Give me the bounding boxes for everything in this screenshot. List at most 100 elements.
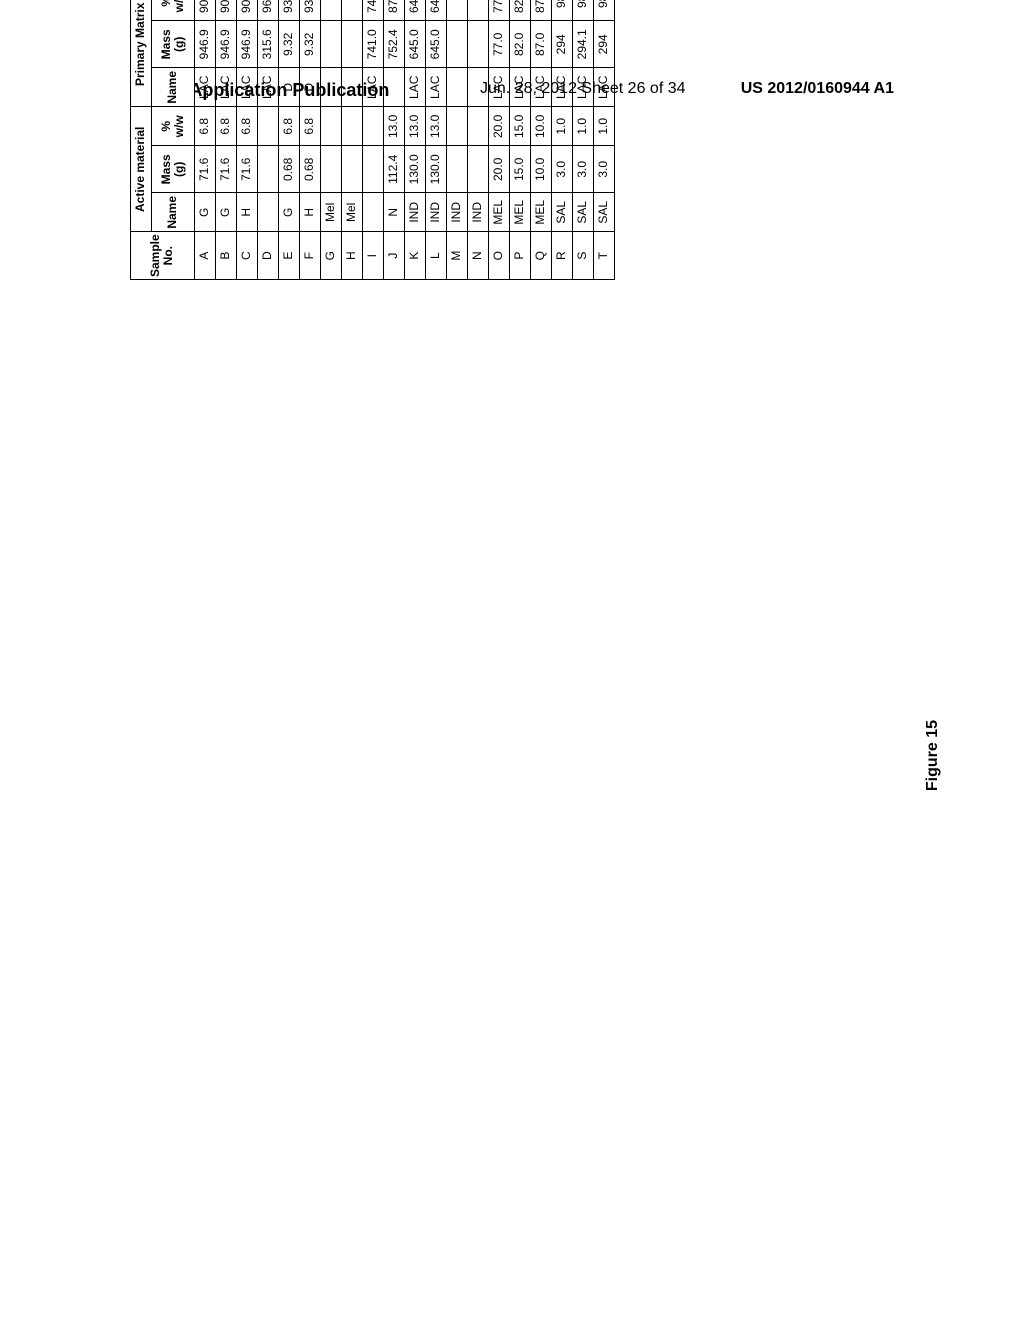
cell-pw: 93.2 xyxy=(299,0,320,21)
cell-pm: 294 xyxy=(551,21,572,68)
cell-aw xyxy=(467,107,488,146)
cell-am xyxy=(467,146,488,193)
cell-pm: 645.0 xyxy=(404,21,425,68)
cell-am: 3.0 xyxy=(551,146,572,193)
cell-am: 71.6 xyxy=(215,146,236,193)
cell-pm: 645.0 xyxy=(425,21,446,68)
cell-s: E xyxy=(278,232,299,280)
cell-pw: 64.5 xyxy=(425,0,446,21)
cell-an: MEL xyxy=(509,193,530,232)
group-primary-matrix: Primary Matrix xyxy=(131,0,152,107)
cell-pn: LAC xyxy=(488,68,509,107)
cell-an: G xyxy=(278,193,299,232)
cell-am xyxy=(257,146,278,193)
col-active-name: Name xyxy=(152,193,195,232)
cell-pw: 64.5 xyxy=(404,0,425,21)
col-active-ww: % w/w xyxy=(152,107,195,146)
cell-aw: 6.8 xyxy=(299,107,320,146)
cell-an: SAL xyxy=(593,193,614,232)
table-row: OMEL20.020.0LAC77.077.0S3.03.0200.245678… xyxy=(488,0,509,280)
cell-am xyxy=(446,146,467,193)
cell-aw: 13.0 xyxy=(404,107,425,146)
group-header-row: Sample No. Active material Primary Matri… xyxy=(131,0,152,280)
table-row: TSAL3.01.0LAC29498LEC3.01.020 xyxy=(593,0,614,280)
cell-am: 0.68 xyxy=(278,146,299,193)
cell-pm xyxy=(446,21,467,68)
cell-aw: 6.8 xyxy=(236,107,257,146)
cell-am: 130.0 xyxy=(425,146,446,193)
col-primary-mass: Mass (g) xyxy=(152,21,195,68)
table-row: RSAL3.01.0LAC29498LEC3.01.060 xyxy=(551,0,572,280)
table-row: AG71.66.8LAC946.990.2S31.53200.116869696… xyxy=(194,0,215,280)
cell-pm: 9.32 xyxy=(278,21,299,68)
cell-aw: 20.0 xyxy=(488,107,509,146)
cell-pn xyxy=(320,68,341,107)
cell-pw: 90.2 xyxy=(236,0,257,21)
cell-aw xyxy=(341,107,362,146)
cell-s: J xyxy=(383,232,404,280)
table-row: DLAC315.696.8S10.53.230D xyxy=(257,0,278,280)
cell-s: H xyxy=(341,232,362,280)
cell-pw: 90.2 xyxy=(215,0,236,21)
cell-am: 15.0 xyxy=(509,146,530,193)
cell-pm: 741.0 xyxy=(362,21,383,68)
table-row: ILAC741.074.1S11.01.1TA247.024.7 xyxy=(362,0,383,280)
table-row: PMEL15.015.0LAC82.082.0S3.03.01528477392… xyxy=(509,0,530,280)
cell-pm: 9.32 xyxy=(299,21,320,68)
cell-pn xyxy=(341,68,362,107)
cell-aw xyxy=(362,107,383,146)
cell-pn: LAC xyxy=(425,68,446,107)
cell-am: 3.0 xyxy=(593,146,614,193)
cell-s: D xyxy=(257,232,278,280)
cell-an: SAL xyxy=(551,193,572,232)
col-primary-ww: % w/w xyxy=(152,0,195,21)
cell-pm: 752.4 xyxy=(383,21,404,68)
figure-table-wrap: Sample No. Active material Primary Matri… xyxy=(130,0,615,280)
col-primary-name: Name xyxy=(152,68,195,107)
cell-s: F xyxy=(299,232,320,280)
cell-an xyxy=(362,193,383,232)
cell-pn: LAC xyxy=(215,68,236,107)
cell-aw: 1.0 xyxy=(572,107,593,146)
cell-pw: 74.1 xyxy=(362,0,383,21)
table-row: BG71.66.8LAC946.990.2S31.53370.251799610… xyxy=(215,0,236,280)
cell-an: IND xyxy=(404,193,425,232)
cell-an: H xyxy=(299,193,320,232)
data-table: Sample No. Active material Primary Matri… xyxy=(130,0,615,280)
cell-am: 3.0 xyxy=(572,146,593,193)
cell-an: IND xyxy=(467,193,488,232)
cell-am xyxy=(320,146,341,193)
cell-an: MEL xyxy=(530,193,551,232)
table-row: HMel2.8240002261 xyxy=(341,0,362,280)
cell-pn: LAC xyxy=(362,68,383,107)
table-row: GMel8.7910001.87.11 xyxy=(320,0,341,280)
cell-pm: 294 xyxy=(593,21,614,68)
cell-am: 71.6 xyxy=(194,146,215,193)
cell-an: Mel xyxy=(320,193,341,232)
cell-s: T xyxy=(593,232,614,280)
cell-s: I xyxy=(362,232,383,280)
cell-am xyxy=(341,146,362,193)
table-row: NIND0.25536608395 xyxy=(467,0,488,280)
cell-pw: 98 xyxy=(593,0,614,21)
cell-aw: 6.8 xyxy=(194,107,215,146)
cell-pn: D xyxy=(278,68,299,107)
cell-pm: 294.1 xyxy=(572,21,593,68)
table-row: QMEL10.010.0LAC87.087.0S3.03.0300 xyxy=(530,0,551,280)
table-body: AG71.66.8LAC946.990.2S31.53200.116869696… xyxy=(194,0,614,280)
table-row: EG0.686.8D9.3293.2 xyxy=(278,0,299,280)
cell-aw: 1.0 xyxy=(551,107,572,146)
cell-s: L xyxy=(425,232,446,280)
table-row: FH0.686.8D9.3293.2 xyxy=(299,0,320,280)
cell-pm: 946.9 xyxy=(194,21,215,68)
cell-pn: LAC xyxy=(551,68,572,107)
cell-aw: 13.0 xyxy=(425,107,446,146)
cell-s: R xyxy=(551,232,572,280)
cell-an: IND xyxy=(425,193,446,232)
cell-pn xyxy=(446,68,467,107)
cell-am: 130.0 xyxy=(404,146,425,193)
cell-s: C xyxy=(236,232,257,280)
cell-s: A xyxy=(194,232,215,280)
table-row: JN112.413.0752.487.01.0751218274776 xyxy=(383,0,404,280)
cell-am xyxy=(362,146,383,193)
